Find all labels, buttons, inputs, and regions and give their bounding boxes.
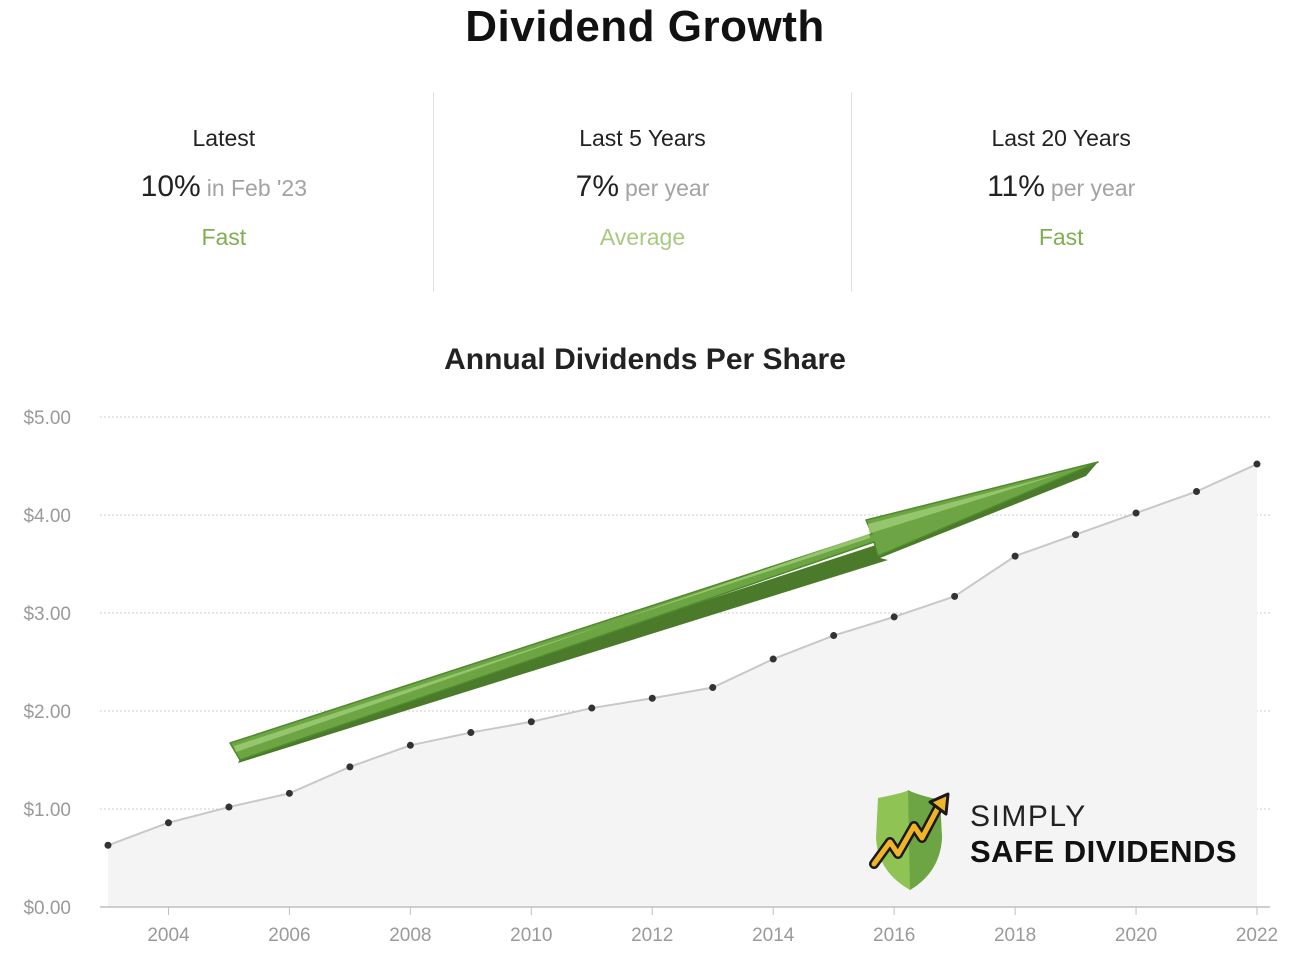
page-title: Dividend Growth: [465, 2, 825, 51]
stat-label: Latest: [192, 125, 256, 151]
data-point: [769, 655, 777, 663]
y-tick-label: $0.00: [23, 898, 71, 919]
y-tick-label: $3.00: [23, 604, 71, 625]
data-point: [951, 592, 959, 600]
data-point: [890, 613, 898, 621]
stats-panel: Latest 10% in Feb '23 Fast Last 5 Years 7…: [15, 92, 1270, 292]
stat-value-number: 11%: [987, 170, 1045, 203]
stat-value: 7% per year: [434, 170, 852, 204]
stat-value: 11% per year: [852, 170, 1270, 204]
stat-value-suffix: in Feb '23: [206, 175, 307, 201]
chart-title: Annual Dividends Per Share: [444, 343, 846, 376]
x-tick-label: 2020: [1115, 925, 1157, 946]
data-point: [406, 741, 414, 749]
stat-value-suffix: per year: [625, 175, 710, 201]
shield-rising-arrow-icon: [869, 790, 950, 890]
data-point: [709, 683, 717, 691]
data-point: [1253, 460, 1261, 468]
stat-label: Last 5 Years: [579, 125, 706, 151]
area-fill: [108, 464, 1257, 907]
stat-value-number: 10%: [140, 170, 201, 203]
x-tick-label: 2006: [268, 925, 310, 946]
data-point: [1132, 509, 1140, 517]
x-tick-label: 2016: [873, 925, 915, 946]
data-point: [164, 819, 172, 827]
data-point: [104, 841, 112, 849]
x-tick-label: 2012: [631, 925, 673, 946]
x-tick-label: 2010: [510, 925, 552, 946]
axis-layer: $0.00 $1.00 $2.00 $3.00 $4.00 $5.00 2004 2006 20…: [23, 408, 1278, 946]
data-point: [648, 694, 656, 702]
data-point: [467, 729, 475, 737]
stat-value-number: 7%: [575, 170, 619, 203]
data-point: [830, 632, 838, 640]
y-tick-label: $5.00: [23, 408, 71, 429]
data-point: [527, 718, 535, 726]
data-point: [285, 789, 293, 797]
x-tick-label: 2008: [389, 925, 431, 946]
stat-latest: Latest 10% in Feb '23 Fast: [15, 92, 433, 292]
stat-value: 10% in Feb '23: [15, 170, 433, 204]
stat-rating: Fast: [201, 224, 247, 250]
stat-last-5-years: Last 5 Years 7% per year Average: [432, 92, 852, 292]
logo-line1: SIMPLY: [970, 800, 1087, 833]
stat-value-suffix: per year: [1050, 175, 1136, 201]
y-tick-label: $4.00: [23, 506, 71, 527]
x-tick-label: 2022: [1236, 925, 1278, 946]
area-layer: [107, 463, 1258, 907]
stat-rating: Fast: [1038, 224, 1084, 250]
logo: SIMPLY SAFE DIVIDENDS: [868, 788, 1248, 898]
x-tick-label: 2014: [752, 925, 795, 946]
data-point: [1072, 531, 1080, 539]
x-tick-label: 2018: [994, 925, 1036, 946]
stat-last-20-years: Last 20 Years 11% per year Fast: [851, 92, 1270, 292]
y-tick-label: $2.00: [23, 702, 71, 723]
trend-arrow-highlight: [234, 474, 1060, 752]
stat-label: Last 20 Years: [991, 125, 1131, 151]
y-tick-label: $1.00: [23, 800, 71, 821]
x-tick-label: 2004: [147, 925, 190, 946]
data-point: [588, 704, 596, 712]
logo-line2: SAFE DIVIDENDS: [970, 834, 1238, 869]
data-point: [346, 763, 354, 771]
stat-rating: Average: [599, 224, 686, 250]
data-point: [225, 803, 233, 811]
data-point: [1193, 487, 1201, 495]
logo-text: SIMPLY SAFE DIVIDENDS: [970, 800, 1238, 869]
point-layer: [104, 460, 1261, 849]
data-point: [1011, 552, 1019, 560]
series-line: [107, 463, 1258, 847]
trend-arrow: [229, 461, 1099, 763]
